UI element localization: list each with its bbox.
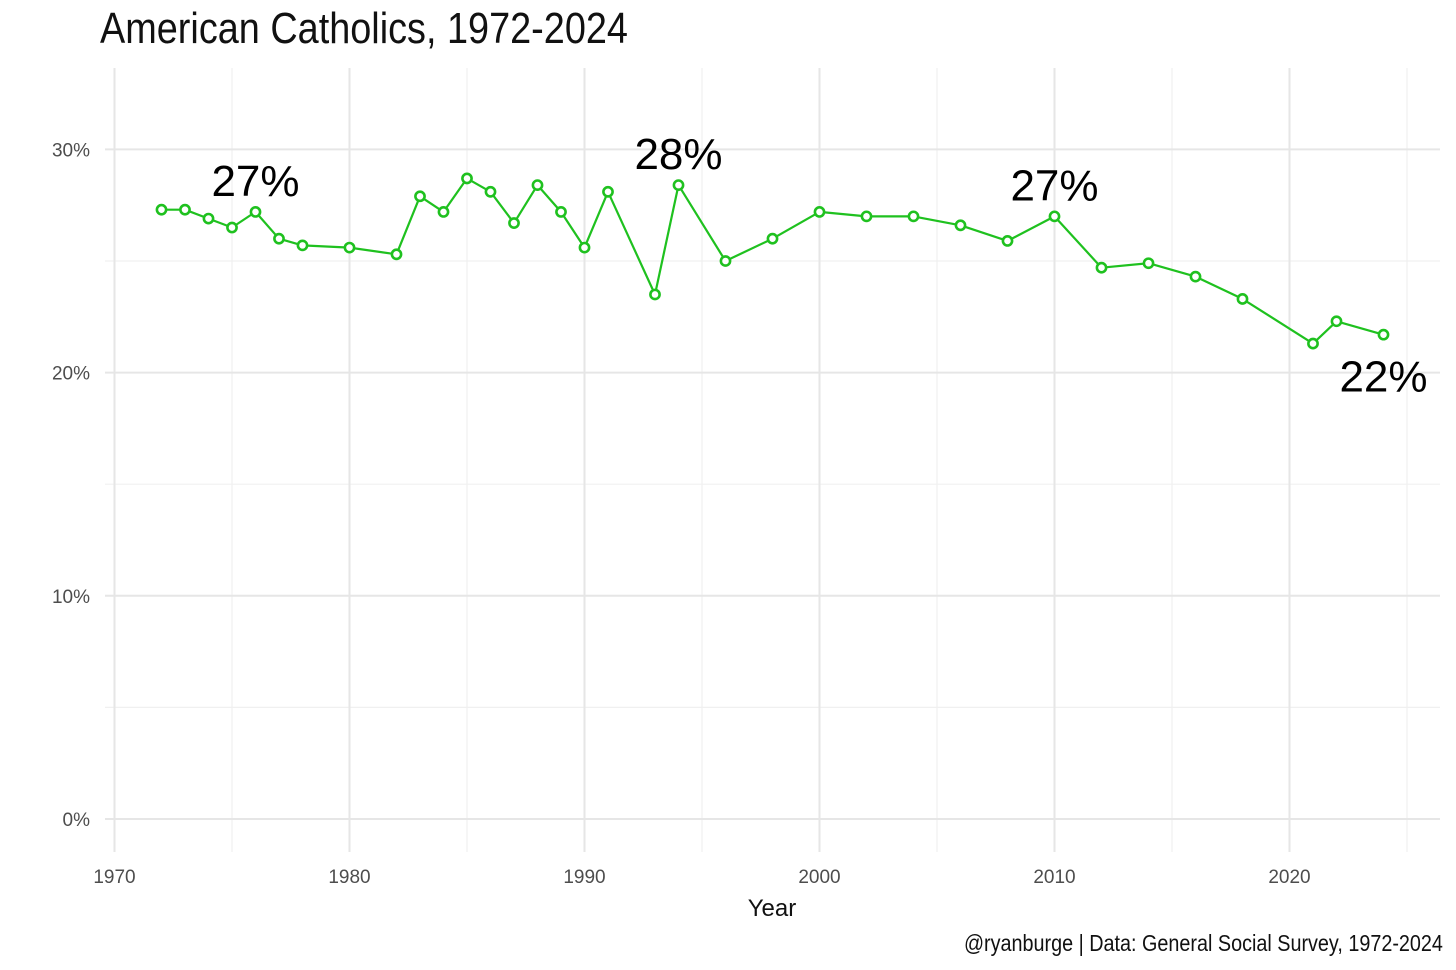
y-tick-label: 30% bbox=[52, 140, 90, 161]
source-caption: @ryanburge | Data: General Social Survey… bbox=[964, 930, 1443, 956]
x-tick-label: 1990 bbox=[563, 867, 605, 888]
data-point bbox=[1001, 235, 1014, 247]
data-point bbox=[649, 288, 661, 301]
data-label: 28% bbox=[634, 130, 722, 179]
x-tick-label: 2010 bbox=[1033, 867, 1075, 888]
data-label: 27% bbox=[211, 157, 299, 206]
data-point bbox=[954, 219, 967, 232]
data-point bbox=[1377, 328, 1390, 341]
data-point bbox=[672, 179, 685, 192]
data-point bbox=[1330, 315, 1343, 328]
data-point bbox=[179, 203, 191, 216]
series-catholic bbox=[155, 172, 1390, 350]
data-point bbox=[437, 205, 450, 218]
data-point bbox=[202, 212, 215, 225]
data-point bbox=[1236, 293, 1249, 305]
data-point bbox=[766, 232, 779, 245]
data-point bbox=[1189, 270, 1202, 283]
major-gridlines bbox=[105, 68, 1440, 852]
data-point bbox=[155, 203, 168, 216]
data-point bbox=[1048, 210, 1061, 223]
data-point bbox=[719, 255, 732, 267]
data-point bbox=[296, 239, 309, 252]
chart-title: American Catholics, 1972-2024 bbox=[100, 4, 628, 53]
data-point bbox=[578, 241, 591, 254]
y-axis-tick-labels: 0% 10% 20% 30% bbox=[52, 140, 90, 831]
data-point bbox=[390, 248, 403, 261]
data-point bbox=[1142, 257, 1155, 270]
x-tick-label: 2020 bbox=[1268, 867, 1310, 888]
data-point bbox=[555, 205, 567, 218]
data-point bbox=[508, 217, 520, 229]
y-tick-label: 0% bbox=[63, 810, 91, 831]
data-point bbox=[813, 205, 826, 218]
minor-gridlines bbox=[105, 68, 1440, 852]
x-tick-label: 1970 bbox=[93, 867, 135, 888]
data-point bbox=[249, 205, 262, 218]
data-point bbox=[602, 185, 614, 198]
data-point bbox=[484, 185, 497, 198]
data-label: 27% bbox=[1010, 161, 1098, 210]
data-point bbox=[907, 210, 920, 223]
x-axis-title: Year bbox=[748, 895, 797, 922]
x-tick-label: 1980 bbox=[328, 867, 370, 888]
data-point bbox=[860, 210, 873, 223]
data-annotations: 27% 28% 27% 22% bbox=[211, 130, 1427, 402]
data-point bbox=[414, 190, 426, 203]
data-point bbox=[226, 221, 238, 234]
y-tick-label: 10% bbox=[52, 587, 90, 608]
data-point bbox=[1307, 337, 1319, 350]
data-label: 22% bbox=[1339, 353, 1427, 402]
x-tick-label: 2000 bbox=[798, 867, 840, 888]
data-point bbox=[531, 179, 544, 192]
data-point bbox=[461, 172, 473, 185]
y-tick-label: 20% bbox=[52, 364, 90, 385]
data-point bbox=[273, 232, 285, 245]
x-axis-tick-labels: 1970 1980 1990 2000 2010 2020 bbox=[93, 867, 1310, 888]
data-point bbox=[343, 241, 356, 254]
data-point bbox=[1095, 261, 1108, 274]
